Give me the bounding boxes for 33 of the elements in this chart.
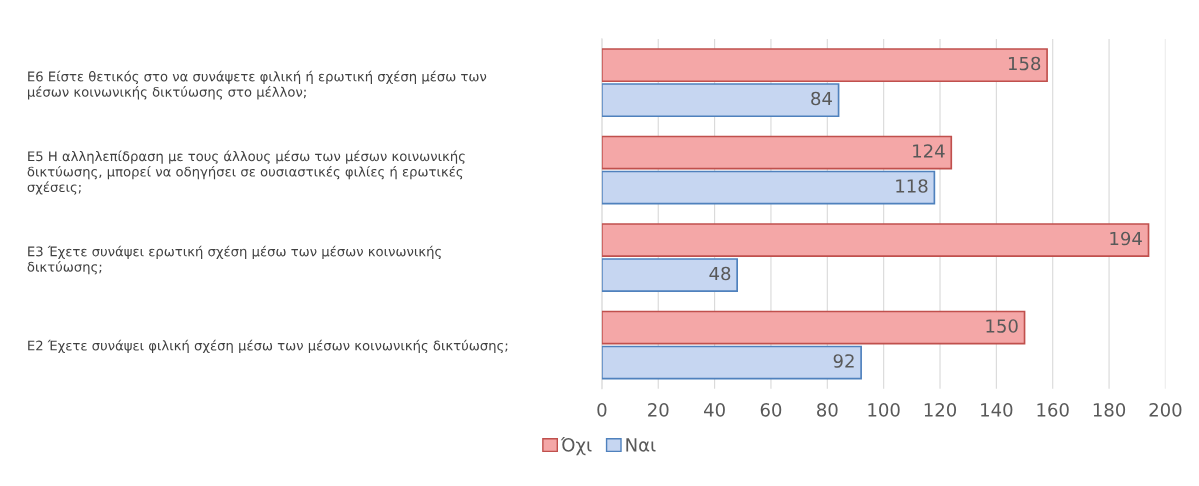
data-label: 194 — [1110, 231, 1142, 246]
data-label: 84 — [811, 91, 832, 106]
bar — [601, 83, 840, 118]
data-label: 158 — [1008, 56, 1041, 71]
legend-label: Όχι — [560, 436, 592, 456]
bar — [601, 223, 1150, 258]
bar — [601, 345, 862, 380]
bar — [601, 135, 953, 170]
x-tick-label: 20 — [648, 403, 669, 417]
data-label: 118 — [896, 179, 928, 193]
data-label: 92 — [833, 354, 854, 368]
x-tick-label: 80 — [817, 403, 838, 417]
bar — [601, 310, 1026, 345]
bar — [601, 170, 936, 205]
x-tick-label: 180 — [1093, 403, 1126, 417]
x-tick-label: 60 — [760, 403, 782, 417]
legend-label: Ναι — [626, 438, 656, 452]
x-tick-label: 0 — [597, 403, 607, 417]
x-tick-label: 160 — [1037, 403, 1069, 417]
y-tick-label: Ε2 Έχετε συνάψει φιλική σχέση μέσω των μέσων κοινωνικής δικτύωσης; — [28, 339, 508, 354]
y-tick-label: Ε3 Έχετε συνάψει ερωτική σχέση μέσω των μέσων κοινωνικής δικτύωσης; — [27, 245, 441, 275]
y-tick-label: Ε5 Η αλληλεπίδραση με τους άλλους μέσω των μέσων κοινωνικής δικτύωσης, μπορεί να οδηγήσει σε ουσιαστικές φιλίες ή ερωτικές σχέσεις; — [27, 150, 465, 195]
data-label: 150 — [986, 319, 1018, 333]
x-tick-label: 140 — [981, 403, 1013, 417]
x-tick-label: 200 — [1149, 403, 1182, 417]
bar — [601, 258, 738, 293]
data-label: 48 — [709, 266, 731, 281]
x-tick-label: 120 — [924, 403, 957, 417]
x-tick-label: 100 — [868, 403, 900, 417]
x-tick-label: 40 — [704, 403, 725, 417]
data-label: 124 — [913, 144, 945, 158]
bar — [601, 48, 1048, 83]
y-tick-label: Ε6 Είστε θετικός στο να συνάψετε φιλική ή ερωτική σχέση μέσω των μέσων κοινωνικής δικτύωσης στο μέλλον; — [28, 70, 487, 100]
